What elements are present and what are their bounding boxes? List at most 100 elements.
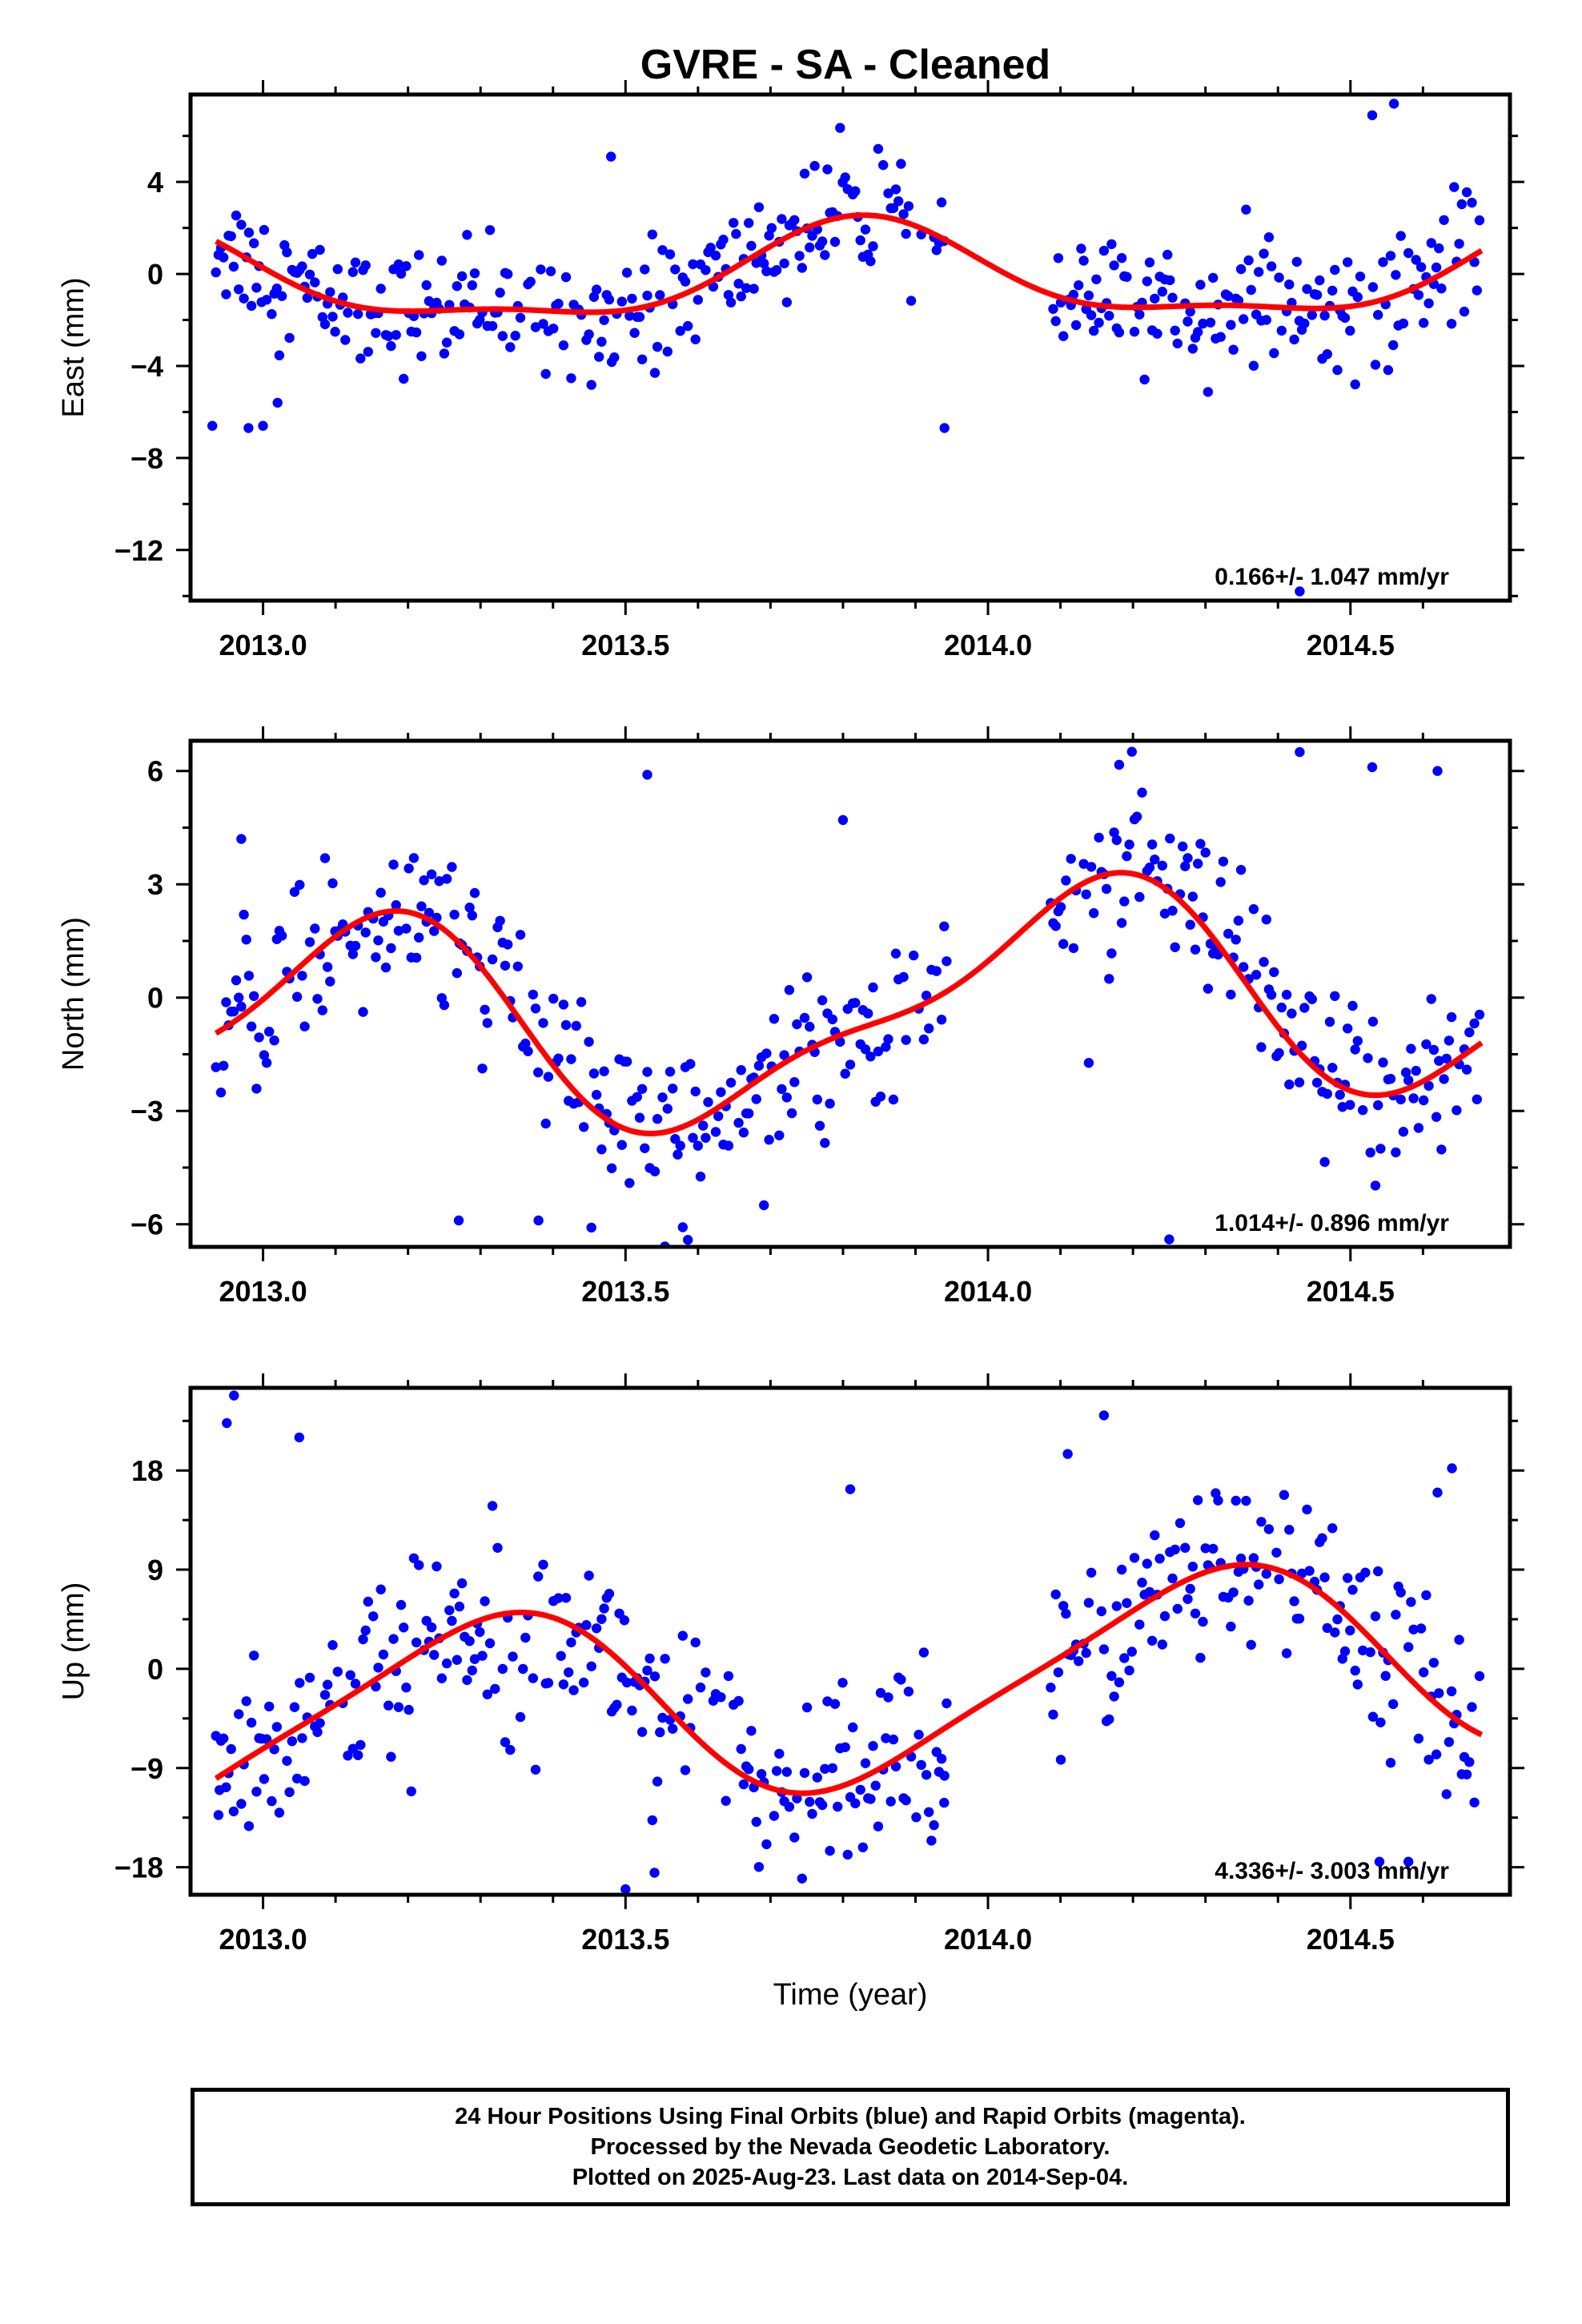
data-point — [261, 1058, 272, 1068]
data-point — [246, 1717, 257, 1728]
data-point — [825, 1845, 835, 1856]
data-point — [1332, 1614, 1343, 1625]
data-point — [482, 1018, 492, 1028]
data-point — [1251, 970, 1262, 980]
data-point — [675, 1140, 685, 1151]
data-point — [540, 1118, 551, 1129]
data-point — [1383, 364, 1394, 376]
data-point — [1101, 883, 1112, 895]
data-point — [553, 1593, 564, 1603]
data-point — [274, 350, 285, 360]
data-point — [1157, 860, 1168, 871]
data-point — [1193, 858, 1203, 869]
data-point — [560, 271, 572, 283]
data-point — [1335, 1089, 1345, 1100]
data-point — [868, 982, 878, 993]
data-point — [548, 993, 559, 1004]
data-point — [1378, 257, 1388, 267]
data-point — [1241, 1495, 1251, 1506]
data-point — [1431, 262, 1442, 273]
data-point — [931, 966, 942, 976]
data-point — [1472, 1094, 1483, 1105]
data-point — [447, 1615, 457, 1626]
data-point — [327, 878, 338, 889]
data-point — [896, 1675, 906, 1685]
data-point — [315, 1718, 325, 1728]
data-point — [1446, 319, 1457, 329]
data-point — [1281, 1648, 1292, 1659]
data-point — [1337, 1654, 1348, 1664]
data-point — [1266, 990, 1277, 1000]
data-point — [317, 1005, 327, 1015]
data-point — [792, 1019, 802, 1030]
data-point — [805, 1796, 815, 1807]
data-point — [213, 1810, 224, 1820]
data-point — [391, 900, 401, 911]
data-point — [777, 1084, 787, 1095]
data-point — [294, 1432, 304, 1443]
data-point — [1370, 360, 1381, 370]
data-point — [1208, 272, 1219, 283]
data-point — [1226, 1621, 1236, 1632]
data-point — [1355, 271, 1366, 282]
data-point — [596, 1144, 607, 1155]
data-point — [343, 308, 353, 318]
data-point — [1261, 915, 1272, 925]
data-point — [360, 927, 371, 938]
data-point — [896, 159, 906, 169]
data-point — [1266, 261, 1277, 271]
data-point — [680, 1765, 691, 1775]
data-point — [484, 1638, 496, 1649]
data-point — [538, 319, 548, 329]
data-point — [1403, 1075, 1414, 1086]
data-point — [905, 296, 917, 306]
data-point — [1081, 1647, 1091, 1659]
data-point — [1403, 247, 1414, 259]
data-point — [340, 335, 351, 345]
data-point — [805, 242, 815, 253]
data-point — [1443, 1035, 1455, 1046]
data-point — [530, 322, 541, 332]
data-point — [299, 1021, 310, 1031]
data-point — [705, 243, 716, 253]
data-point — [330, 327, 340, 337]
data-point — [779, 1050, 789, 1060]
data-point — [786, 1108, 797, 1119]
data-point — [1274, 272, 1284, 283]
data-point — [1200, 847, 1211, 858]
data-point — [432, 1561, 442, 1572]
data-point — [1187, 891, 1199, 902]
data-point — [939, 1797, 950, 1808]
data-point — [508, 1651, 518, 1662]
data-point — [840, 172, 850, 183]
data-point — [604, 1588, 615, 1599]
data-point — [1256, 1042, 1267, 1052]
data-point — [797, 1873, 807, 1884]
data-point — [1322, 1622, 1333, 1634]
data-point — [916, 1759, 926, 1771]
data-point — [1137, 787, 1147, 798]
data-point — [505, 342, 516, 352]
data-point — [1086, 1567, 1097, 1578]
data-point — [903, 201, 914, 211]
data-point — [543, 1072, 554, 1082]
data-point — [820, 250, 830, 260]
data-point — [596, 1614, 607, 1625]
data-point — [825, 1098, 835, 1109]
data-point — [234, 284, 244, 295]
data-point — [1296, 1568, 1307, 1579]
data-point — [809, 161, 820, 171]
data-point — [1150, 1530, 1160, 1541]
data-point — [1248, 904, 1259, 915]
data-point — [393, 259, 404, 270]
data-point — [881, 1733, 891, 1743]
data-point — [414, 250, 424, 260]
data-point — [1436, 283, 1447, 294]
data-point — [1291, 256, 1303, 267]
data-point — [695, 1172, 706, 1182]
data-point — [1398, 1127, 1409, 1137]
data-point — [784, 1802, 795, 1812]
data-point — [1218, 856, 1229, 867]
data-point — [373, 1663, 383, 1673]
data-point — [1142, 1558, 1153, 1569]
